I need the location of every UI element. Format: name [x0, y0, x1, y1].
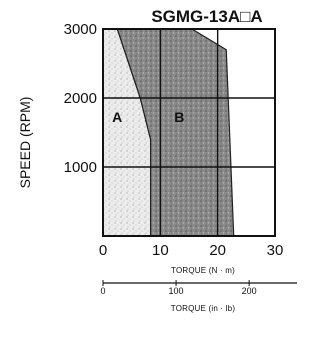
plot-grid: [103, 29, 275, 236]
y-tick-labels: 1000 2000 3000: [64, 21, 97, 176]
chart-title: SGMG-13A□A: [151, 7, 262, 26]
secondary-x-axis: 0 100 200: [100, 280, 297, 296]
plot-frame: [102, 28, 276, 237]
x-tick-label: 10: [152, 242, 169, 259]
secondary-tick-label: 0: [100, 286, 105, 296]
y-tick-label: 3000: [64, 21, 97, 38]
x-axis-label: TORQUE (N · m): [171, 266, 235, 275]
y-tick-label: 1000: [64, 159, 97, 176]
secondary-tick-label: 100: [169, 286, 184, 296]
x-tick-label: 30: [267, 242, 284, 259]
y-axis-label: SPEED (RPM): [17, 97, 33, 189]
plot-border: [102, 28, 276, 237]
plot-regions: [102, 28, 235, 237]
secondary-x-axis-label: TORQUE (in · lb): [171, 304, 236, 313]
secondary-tick-label: 200: [242, 286, 257, 296]
y-tick-label: 2000: [64, 90, 97, 107]
region-label-a: A: [112, 109, 122, 125]
region-label-b: B: [174, 109, 184, 125]
x-tick-label: 20: [209, 242, 226, 259]
x-tick-labels: 0 10 20 30: [99, 242, 284, 259]
x-tick-label: 0: [99, 242, 107, 259]
